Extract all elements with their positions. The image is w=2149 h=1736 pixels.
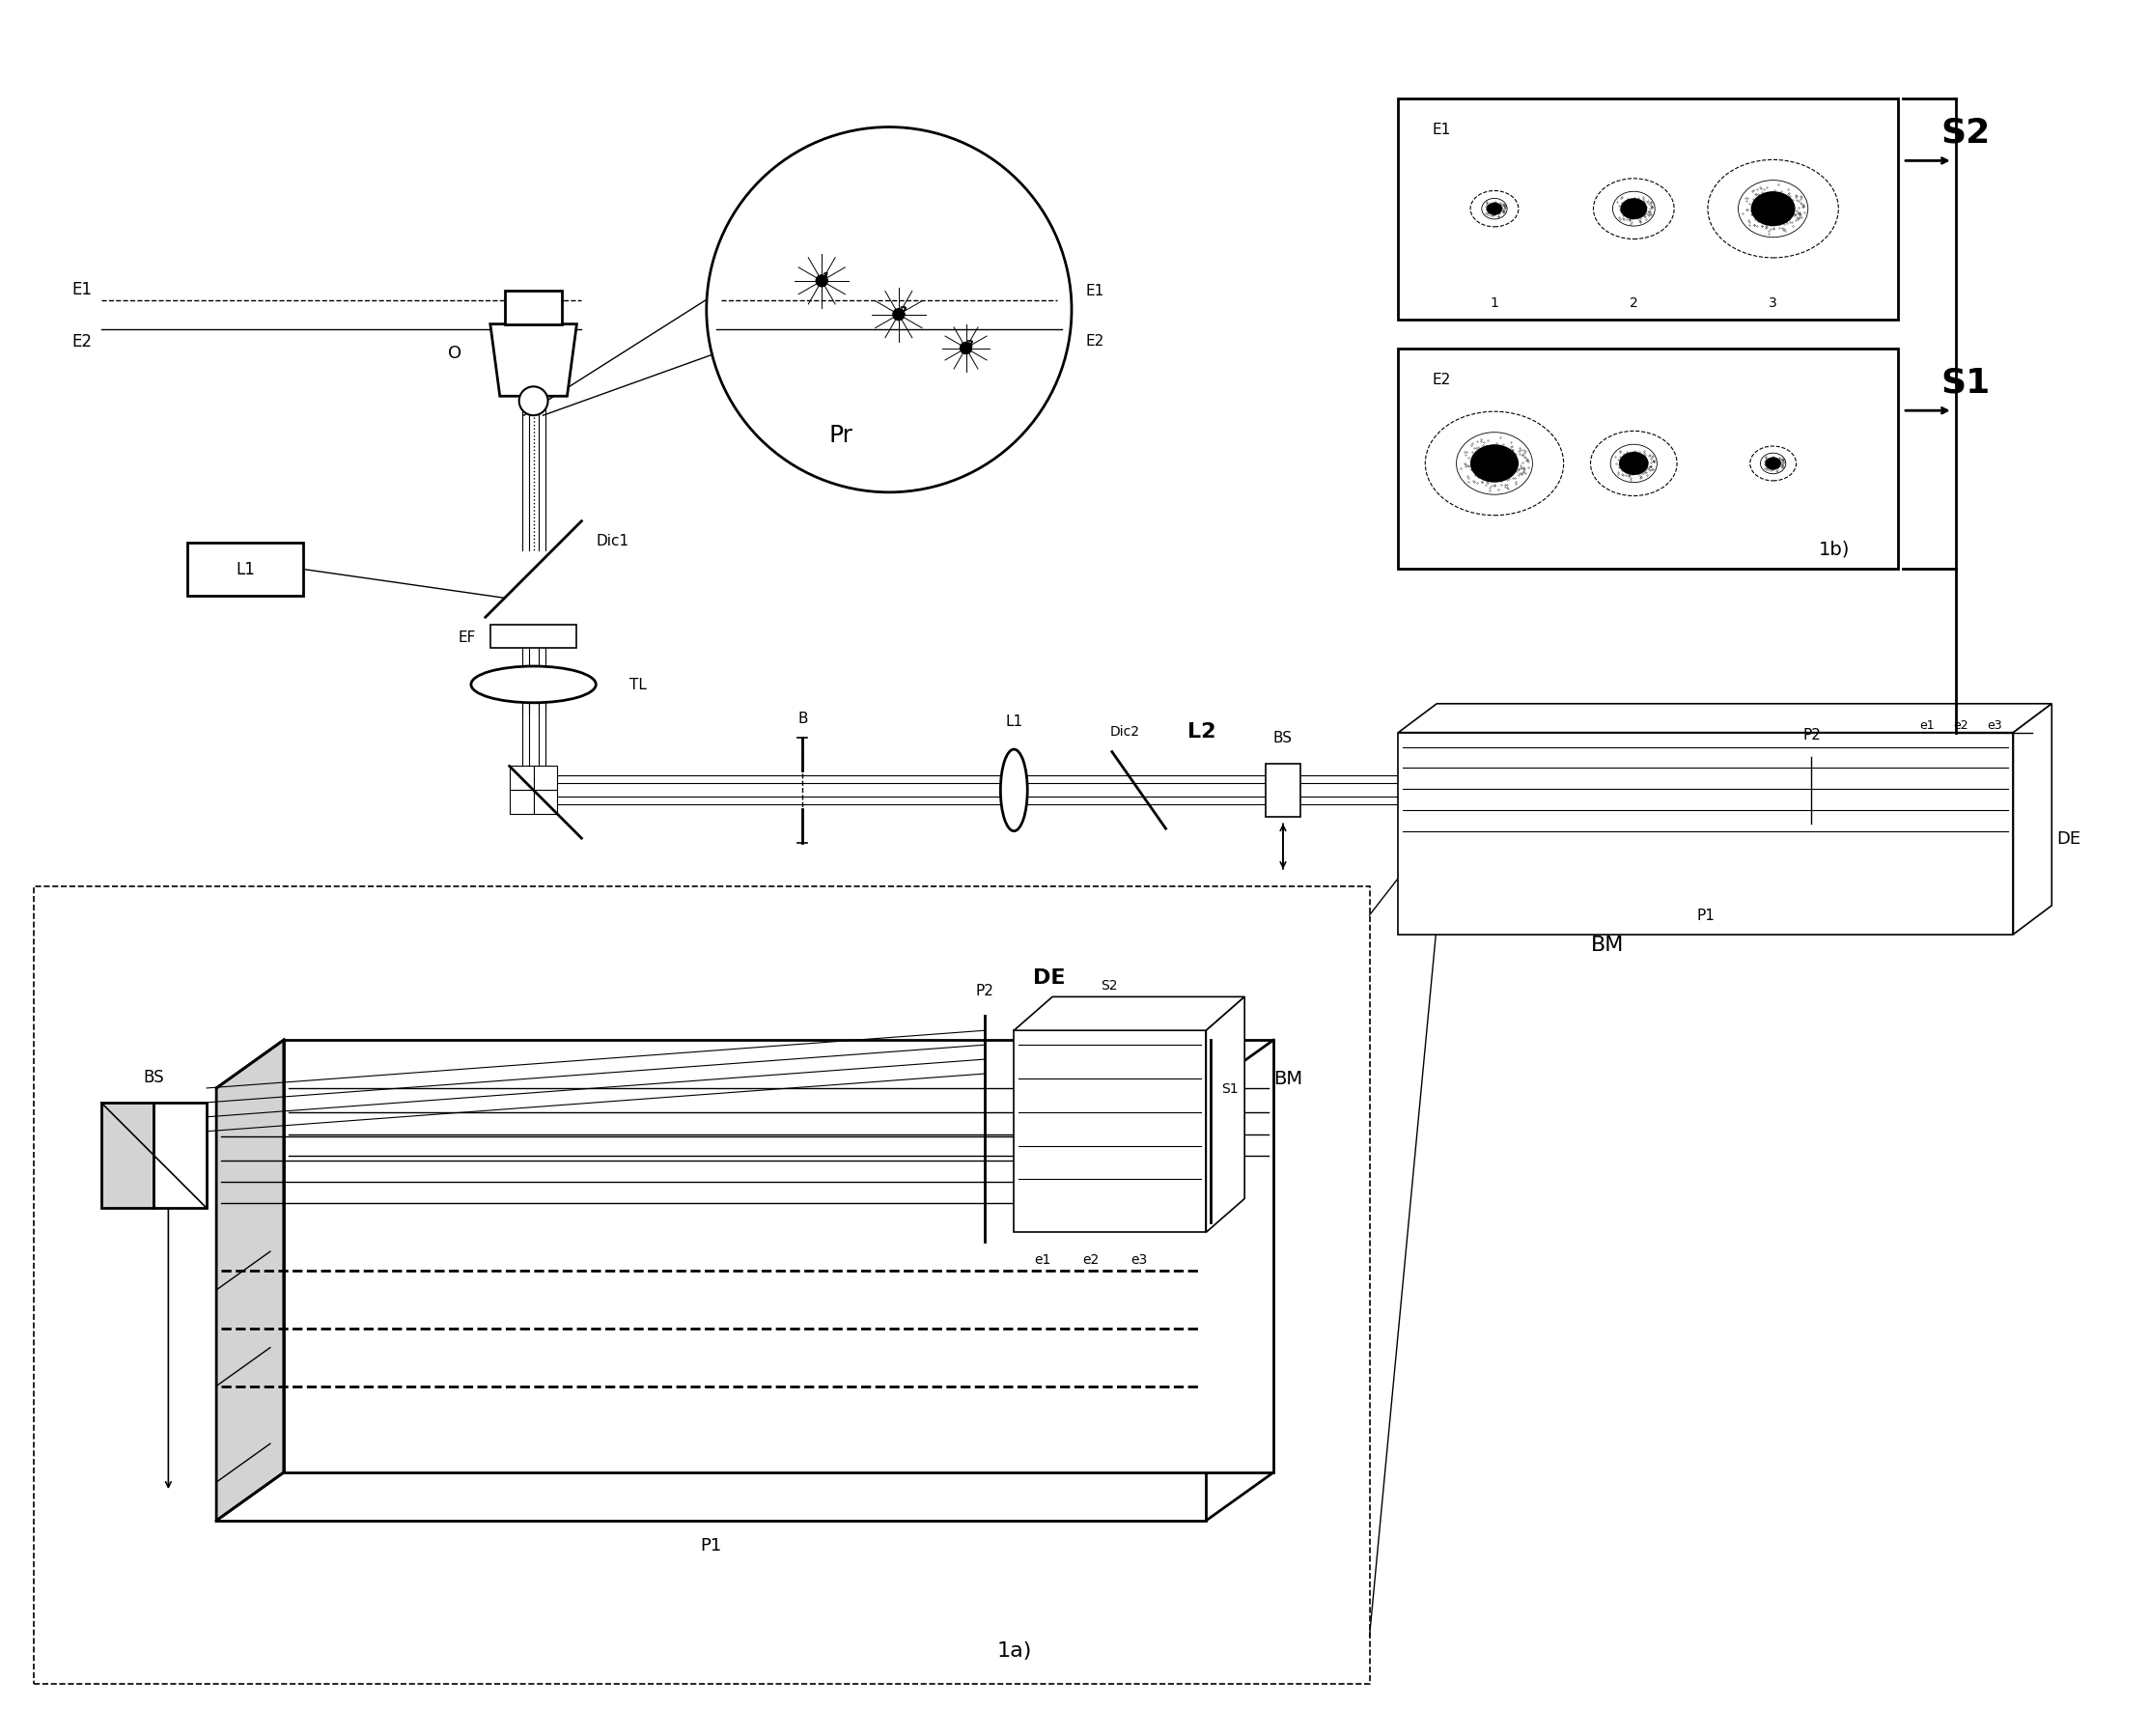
Text: e3: e3 — [1130, 1253, 1148, 1266]
Ellipse shape — [1470, 444, 1519, 483]
Text: 3: 3 — [965, 339, 973, 351]
Bar — [533, 790, 557, 814]
Text: 1: 1 — [821, 271, 830, 285]
Bar — [505, 292, 563, 325]
Polygon shape — [1014, 1031, 1206, 1233]
Polygon shape — [1206, 996, 1244, 1233]
Polygon shape — [1014, 996, 1244, 1031]
Text: P1: P1 — [701, 1536, 722, 1554]
Text: 2: 2 — [898, 306, 907, 318]
Bar — [1266, 764, 1300, 818]
Circle shape — [707, 128, 1072, 493]
Bar — [1399, 99, 1898, 319]
Bar — [155, 1102, 206, 1208]
Text: E1: E1 — [1431, 123, 1451, 137]
Ellipse shape — [1620, 200, 1648, 220]
Text: E2: E2 — [73, 333, 92, 351]
Text: Dic2: Dic2 — [1109, 724, 1139, 738]
Bar — [101, 1102, 155, 1208]
Text: P1: P1 — [1698, 908, 1715, 924]
Text: 3: 3 — [1769, 295, 1777, 309]
Polygon shape — [217, 1088, 1206, 1521]
Bar — [509, 790, 533, 814]
Ellipse shape — [1751, 193, 1794, 227]
Text: E2: E2 — [1085, 333, 1105, 349]
Circle shape — [961, 344, 971, 354]
Bar — [1399, 349, 1898, 569]
Polygon shape — [2014, 705, 2052, 934]
Bar — [187, 543, 303, 597]
Bar — [509, 767, 533, 790]
Text: 1a): 1a) — [997, 1641, 1032, 1660]
Text: DE: DE — [1034, 969, 1066, 988]
Text: E1: E1 — [73, 281, 92, 299]
Text: BM: BM — [1274, 1069, 1302, 1088]
Text: S2: S2 — [1941, 116, 1990, 149]
Text: O: O — [447, 345, 462, 363]
Circle shape — [892, 309, 905, 321]
Text: DE: DE — [2057, 830, 2080, 847]
Ellipse shape — [471, 667, 595, 703]
Text: Dic1: Dic1 — [595, 533, 630, 549]
Circle shape — [520, 387, 548, 417]
Text: e3: e3 — [1986, 719, 2001, 731]
Text: e2: e2 — [1953, 719, 1968, 731]
Text: L2: L2 — [1186, 722, 1216, 741]
Polygon shape — [490, 325, 576, 398]
Text: TL: TL — [630, 677, 647, 693]
Text: P2: P2 — [1803, 727, 1820, 743]
Polygon shape — [284, 1040, 1274, 1472]
Circle shape — [817, 276, 827, 288]
Ellipse shape — [1487, 203, 1502, 215]
Text: E2: E2 — [1431, 372, 1451, 387]
Ellipse shape — [1764, 458, 1782, 470]
Text: P2: P2 — [976, 983, 995, 998]
Bar — [490, 625, 576, 649]
Text: 2: 2 — [1629, 295, 1638, 309]
Text: B: B — [797, 712, 808, 726]
Text: 1: 1 — [1489, 295, 1498, 309]
Text: Pr: Pr — [830, 424, 853, 446]
Text: e1: e1 — [1034, 1253, 1051, 1266]
Text: E1: E1 — [1085, 285, 1105, 299]
Text: BS: BS — [1274, 731, 1294, 745]
Polygon shape — [217, 1040, 284, 1521]
Text: BM: BM — [1590, 934, 1625, 955]
Text: BS: BS — [144, 1068, 163, 1085]
Text: L1: L1 — [236, 561, 256, 578]
Text: e2: e2 — [1083, 1253, 1098, 1266]
Text: S2: S2 — [1100, 979, 1117, 993]
Text: L1: L1 — [1006, 713, 1023, 729]
Polygon shape — [1399, 705, 2052, 733]
Text: 1b): 1b) — [1818, 540, 1850, 557]
Ellipse shape — [1618, 453, 1648, 476]
Bar — [34, 887, 1369, 1684]
Bar — [533, 767, 557, 790]
Text: e1: e1 — [1919, 719, 1934, 731]
Polygon shape — [1399, 733, 2014, 934]
Text: S1: S1 — [1221, 1082, 1238, 1095]
Text: S1: S1 — [1941, 366, 1990, 399]
Ellipse shape — [1001, 750, 1027, 832]
Text: EF: EF — [458, 630, 475, 644]
